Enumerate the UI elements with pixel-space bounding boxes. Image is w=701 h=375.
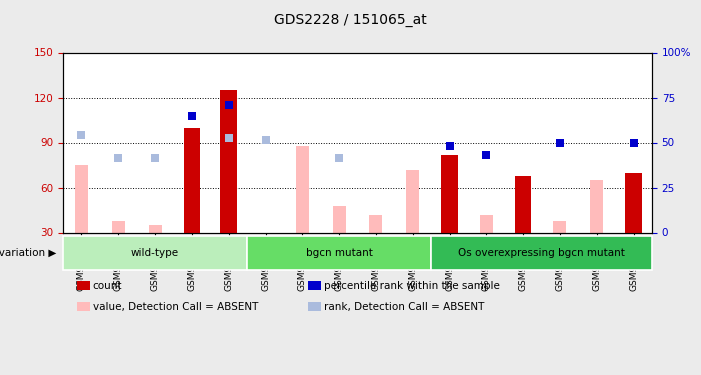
Text: Os overexpressing bgcn mutant: Os overexpressing bgcn mutant bbox=[458, 248, 625, 258]
Bar bbox=[333, 206, 346, 232]
Bar bbox=[222, 158, 235, 232]
Bar bbox=[220, 90, 237, 232]
Bar bbox=[441, 154, 458, 232]
Text: genotype/variation ▶: genotype/variation ▶ bbox=[0, 248, 56, 258]
Bar bbox=[625, 172, 642, 232]
Bar bbox=[184, 128, 200, 232]
Bar bbox=[75, 165, 88, 232]
Text: GDS2228 / 151065_at: GDS2228 / 151065_at bbox=[274, 13, 427, 27]
Text: rank, Detection Call = ABSENT: rank, Detection Call = ABSENT bbox=[324, 302, 484, 312]
Bar bbox=[590, 180, 603, 232]
Bar bbox=[407, 170, 419, 232]
Bar bbox=[480, 214, 493, 232]
Text: bgcn mutant: bgcn mutant bbox=[306, 248, 372, 258]
Bar bbox=[149, 225, 161, 232]
Bar bbox=[112, 220, 125, 232]
Text: value, Detection Call = ABSENT: value, Detection Call = ABSENT bbox=[93, 302, 258, 312]
Text: percentile rank within the sample: percentile rank within the sample bbox=[324, 281, 500, 291]
Text: wild-type: wild-type bbox=[131, 248, 179, 258]
Text: count: count bbox=[93, 281, 122, 291]
Bar bbox=[515, 176, 531, 232]
Bar bbox=[296, 146, 308, 232]
Bar bbox=[554, 220, 566, 232]
Bar bbox=[369, 214, 382, 232]
